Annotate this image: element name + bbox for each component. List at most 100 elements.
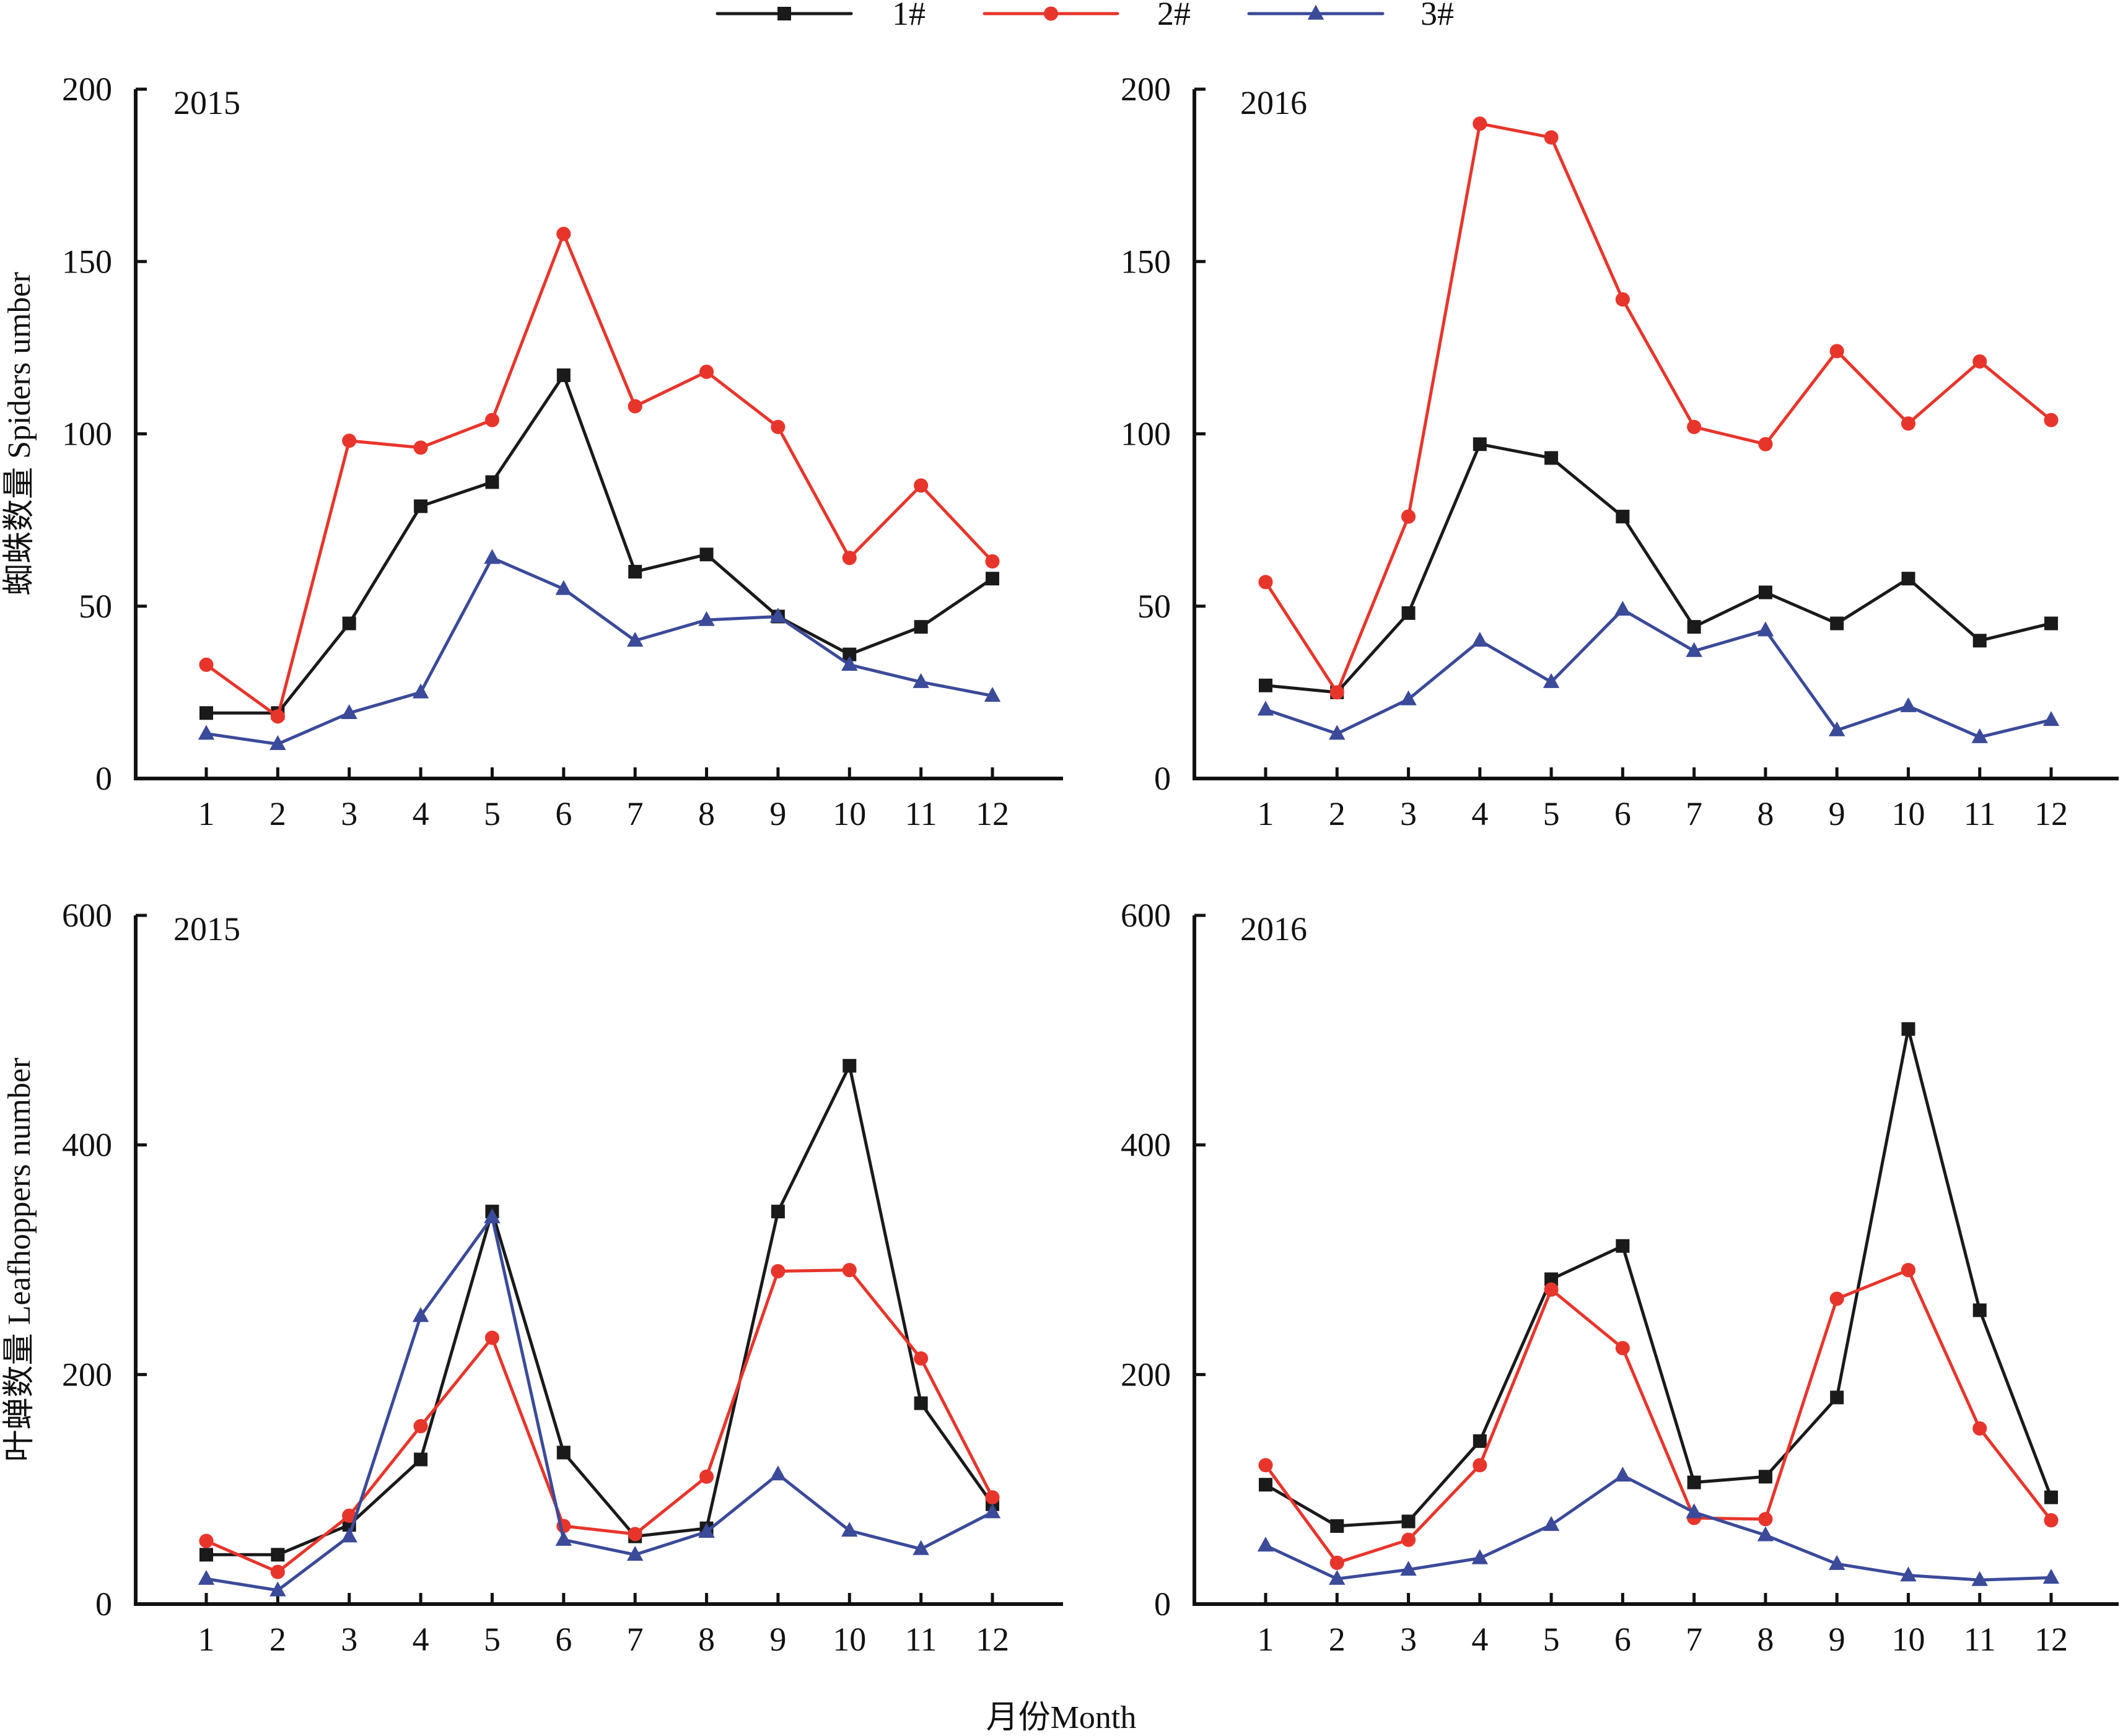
data-point xyxy=(843,1058,857,1073)
x-tick-label: 6 xyxy=(555,795,572,832)
data-point xyxy=(1830,616,1844,630)
panel-year-label: 2015 xyxy=(173,84,240,121)
data-point xyxy=(2042,711,2060,726)
data-point xyxy=(771,1263,786,1279)
y-tick-label: 50 xyxy=(79,588,112,625)
data-point xyxy=(1686,1503,1702,1519)
data-point xyxy=(484,1330,500,1345)
data-point xyxy=(698,1522,715,1538)
data-point xyxy=(1687,620,1701,634)
data-point xyxy=(198,1569,215,1585)
legend-entry-2: 2# xyxy=(983,0,1191,32)
series-line xyxy=(1265,442,2052,694)
data-point xyxy=(1401,509,1416,524)
x-tick-label: 12 xyxy=(2034,1621,2068,1658)
data-point xyxy=(1901,1263,1916,1278)
data-point xyxy=(698,611,715,626)
data-point xyxy=(1329,1569,1346,1585)
data-point xyxy=(1900,1566,1917,1582)
series-line xyxy=(1264,122,2052,694)
y-tick-label: 100 xyxy=(1121,416,1171,453)
x-tick-label: 6 xyxy=(1614,795,1631,832)
data-point xyxy=(842,1263,857,1278)
x-tick-label: 11 xyxy=(1964,795,1996,832)
data-point xyxy=(199,1548,213,1562)
data-point xyxy=(1901,416,1916,431)
data-point xyxy=(1400,690,1417,705)
series-line xyxy=(206,1064,994,1556)
data-point xyxy=(914,1396,928,1410)
y-tick-label: 0 xyxy=(1154,760,1171,797)
data-point xyxy=(484,412,500,427)
data-point xyxy=(1615,1341,1630,1356)
data-point xyxy=(1972,634,1987,648)
data-point xyxy=(841,1522,858,1537)
data-point xyxy=(1471,1549,1489,1564)
data-point xyxy=(199,1533,214,1548)
data-point xyxy=(1757,621,1774,637)
data-point xyxy=(556,1446,571,1460)
data-point xyxy=(2044,616,2058,630)
x-tick-label: 3 xyxy=(341,795,357,832)
x-tick-label: 4 xyxy=(413,1621,429,1658)
data-point xyxy=(1471,632,1489,647)
legend-entry-1: 1# xyxy=(716,0,926,32)
panel-year-label: 2016 xyxy=(1240,910,1307,948)
x-tick-label: 11 xyxy=(905,1621,937,1658)
x-tick-label: 8 xyxy=(1757,1621,1774,1658)
data-point xyxy=(485,475,499,489)
data-point xyxy=(771,1205,785,1219)
data-point xyxy=(556,227,571,242)
panel-year-label: 2016 xyxy=(1240,84,1307,121)
data-point xyxy=(1258,1458,1273,1473)
x-tick-label: 5 xyxy=(484,795,501,832)
data-point xyxy=(1758,1512,1773,1527)
series-3 xyxy=(198,1208,1001,1597)
data-point xyxy=(1972,354,1987,369)
x-tick-label: 1 xyxy=(1258,1621,1274,1658)
x-tick-label: 9 xyxy=(769,795,786,832)
x-tick-label: 11 xyxy=(905,795,937,832)
series-2 xyxy=(199,1263,1000,1579)
data-point xyxy=(984,1503,1001,1519)
legend-marker-triangle xyxy=(1307,4,1324,20)
x-tick-label: 12 xyxy=(976,1621,1009,1658)
data-point xyxy=(1400,1561,1417,1576)
data-point xyxy=(1543,673,1560,688)
data-point xyxy=(914,1351,929,1366)
series-line xyxy=(206,1268,994,1574)
y-tick-label: 100 xyxy=(62,416,112,453)
x-axis-title: 月份Month xyxy=(986,1700,1137,1735)
data-point xyxy=(270,1564,285,1579)
data-point xyxy=(1473,116,1487,131)
y-tick-label: 400 xyxy=(1121,1127,1171,1164)
data-point xyxy=(1401,1532,1416,1547)
series-1 xyxy=(1259,1022,2058,1533)
x-tick-label: 8 xyxy=(698,795,715,832)
y-tick-label: 150 xyxy=(62,243,112,280)
data-point xyxy=(413,440,428,455)
y-axis-title: 蜘蛛数量 Spiders umber xyxy=(2,272,37,596)
data-point xyxy=(1473,437,1487,451)
data-point xyxy=(1257,1537,1274,1552)
y-tick-label: 0 xyxy=(95,760,112,797)
y-tick-label: 150 xyxy=(1121,243,1171,280)
y-tick-label: 600 xyxy=(1121,897,1171,934)
x-tick-label: 1 xyxy=(198,1621,215,1658)
data-point xyxy=(342,434,357,448)
data-point xyxy=(1544,1272,1559,1286)
x-tick-label: 6 xyxy=(555,1621,572,1658)
x-tick-label: 8 xyxy=(1757,795,1774,832)
legend-label: 2# xyxy=(1157,0,1191,32)
data-point xyxy=(841,656,858,671)
y-tick-label: 200 xyxy=(62,1356,112,1393)
data-point xyxy=(1473,1434,1487,1448)
data-point xyxy=(341,1527,357,1543)
data-point xyxy=(628,399,642,414)
series-line xyxy=(1264,1268,2052,1564)
data-point xyxy=(412,1307,429,1322)
x-tick-label: 12 xyxy=(976,795,1009,832)
